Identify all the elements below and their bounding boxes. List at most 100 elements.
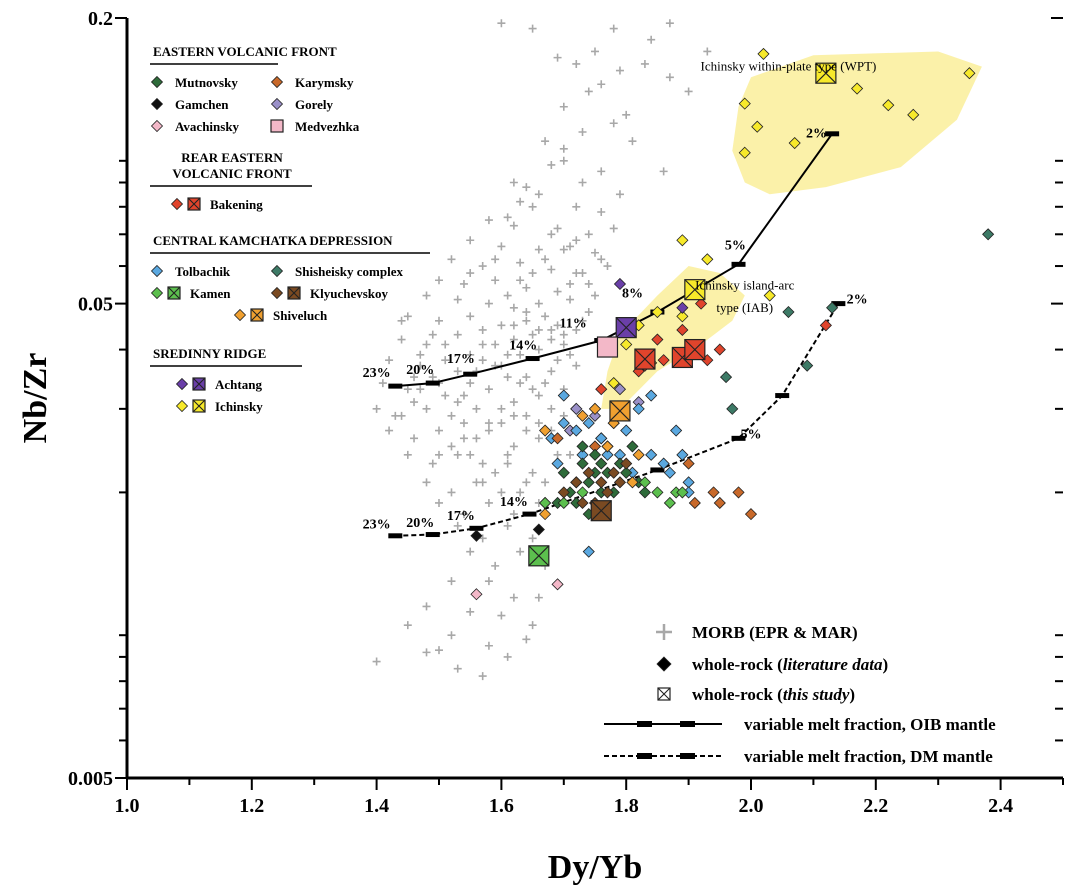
morb-point bbox=[472, 404, 481, 413]
morb-point bbox=[541, 478, 550, 487]
morb-point bbox=[435, 498, 443, 507]
morb-point bbox=[566, 350, 575, 359]
morb-point bbox=[503, 459, 512, 468]
morb-point bbox=[391, 411, 400, 420]
morb-point bbox=[453, 521, 462, 530]
morb-point bbox=[509, 335, 518, 344]
legend-diamond bbox=[150, 264, 164, 278]
point-tolbachik bbox=[570, 424, 583, 437]
point-kamen bbox=[638, 476, 651, 489]
morb-point bbox=[466, 607, 475, 616]
morb-point bbox=[572, 236, 581, 245]
morb-point bbox=[497, 611, 506, 620]
legend-square bbox=[192, 399, 206, 413]
point-shisheisky-complex bbox=[719, 371, 733, 384]
square-cross bbox=[590, 500, 612, 522]
morb-point bbox=[403, 450, 412, 459]
annotations: Ichinsky within-plate type (WPT) Ichinsky… bbox=[695, 59, 876, 316]
morb-point bbox=[553, 356, 562, 365]
point-klyuchevskoy bbox=[570, 476, 583, 489]
morb-point bbox=[516, 258, 525, 267]
square-cross bbox=[287, 286, 301, 300]
morb-point bbox=[528, 621, 537, 630]
study-point-klyuchevskoy bbox=[590, 500, 612, 522]
morb-point bbox=[453, 664, 462, 673]
morb-point bbox=[516, 379, 525, 388]
morb-point bbox=[447, 442, 456, 451]
point-karymsky bbox=[551, 432, 564, 445]
point-ichinsky bbox=[701, 253, 714, 266]
point-kamen bbox=[539, 496, 552, 510]
point-gorely bbox=[570, 402, 583, 415]
morb-point bbox=[428, 330, 437, 339]
legend-item-mutnovsky: Mutnovsky bbox=[150, 75, 238, 90]
legend-label: Gamchen bbox=[175, 97, 229, 112]
oib-curve-label: 11% bbox=[560, 317, 587, 332]
morb-point bbox=[559, 156, 568, 165]
square-cross bbox=[192, 377, 206, 391]
point-tolbachik bbox=[601, 448, 614, 461]
morb-point bbox=[665, 19, 674, 28]
point-tolbachik bbox=[557, 417, 570, 430]
morb-point bbox=[597, 80, 606, 89]
legend: EASTERN VOLCANIC FRONT Mutnovsky Karymsky G… bbox=[150, 44, 430, 414]
melting-curves: 23% 20% 17% 14% 11% 8% 5% 2% 23% 20% 17% 14% 5% 2% bbox=[363, 126, 868, 539]
morb-point bbox=[547, 404, 556, 413]
point-mutnovsky bbox=[582, 476, 595, 489]
morb-point bbox=[372, 657, 381, 666]
point-shisheisky-complex bbox=[826, 301, 839, 314]
point-karymsky bbox=[707, 486, 720, 499]
legend-label: Mutnovsky bbox=[175, 75, 238, 90]
morb-point bbox=[397, 316, 406, 325]
morb-point bbox=[509, 303, 518, 312]
morb-point bbox=[466, 379, 475, 388]
legend-heading: REAR EASTERN bbox=[181, 150, 283, 165]
morb-point bbox=[534, 593, 543, 602]
morb-point bbox=[491, 255, 500, 264]
legend-diamond bbox=[150, 97, 164, 111]
legend-diamond bbox=[150, 119, 164, 133]
morb-point bbox=[572, 202, 581, 211]
morb-point bbox=[478, 356, 487, 365]
morb-point bbox=[453, 450, 462, 459]
square-cross bbox=[192, 399, 206, 413]
point-kamen bbox=[663, 496, 676, 510]
study-point-medvezhka bbox=[596, 336, 619, 358]
morb-point bbox=[659, 167, 668, 176]
x-tick-label: 1.0 bbox=[115, 795, 140, 817]
morb-point bbox=[509, 178, 518, 187]
morb-point bbox=[553, 53, 562, 62]
morb-point bbox=[416, 385, 425, 394]
dm-curve-label: 2% bbox=[847, 293, 868, 308]
legend-diamond bbox=[233, 308, 247, 322]
point-mutnovsky bbox=[626, 440, 639, 453]
square-cross bbox=[167, 286, 181, 300]
square bbox=[596, 336, 619, 358]
morb-point bbox=[428, 459, 437, 468]
morb-point bbox=[385, 426, 394, 435]
point-tolbachik bbox=[632, 402, 645, 415]
point-ichinsky bbox=[763, 289, 776, 302]
morb-point bbox=[422, 404, 431, 413]
legend-item-achtang: Achtang bbox=[175, 377, 262, 392]
morb-point bbox=[447, 631, 456, 640]
morb-point bbox=[528, 385, 537, 394]
point-bakening bbox=[819, 319, 832, 332]
morb-point bbox=[453, 367, 462, 376]
study-point-shiveluch bbox=[609, 400, 631, 422]
morb-point bbox=[503, 373, 512, 382]
x-tick-label: 2.4 bbox=[988, 795, 1013, 817]
legend-diamond bbox=[656, 656, 672, 672]
legend-heading: CENTRAL KAMCHATKA DEPRESSION bbox=[153, 233, 393, 248]
point-ichinsky bbox=[907, 108, 920, 121]
point-shiveluch bbox=[632, 448, 645, 461]
morb-point bbox=[528, 330, 537, 339]
morb-point bbox=[584, 279, 593, 288]
point-gamchen bbox=[532, 523, 545, 536]
legend-label: Tolbachik bbox=[175, 264, 231, 279]
morb-point bbox=[516, 350, 525, 359]
dm-curve-label: 20% bbox=[406, 516, 434, 531]
annotation: type (IAB) bbox=[716, 300, 773, 315]
morb-point bbox=[447, 577, 456, 586]
